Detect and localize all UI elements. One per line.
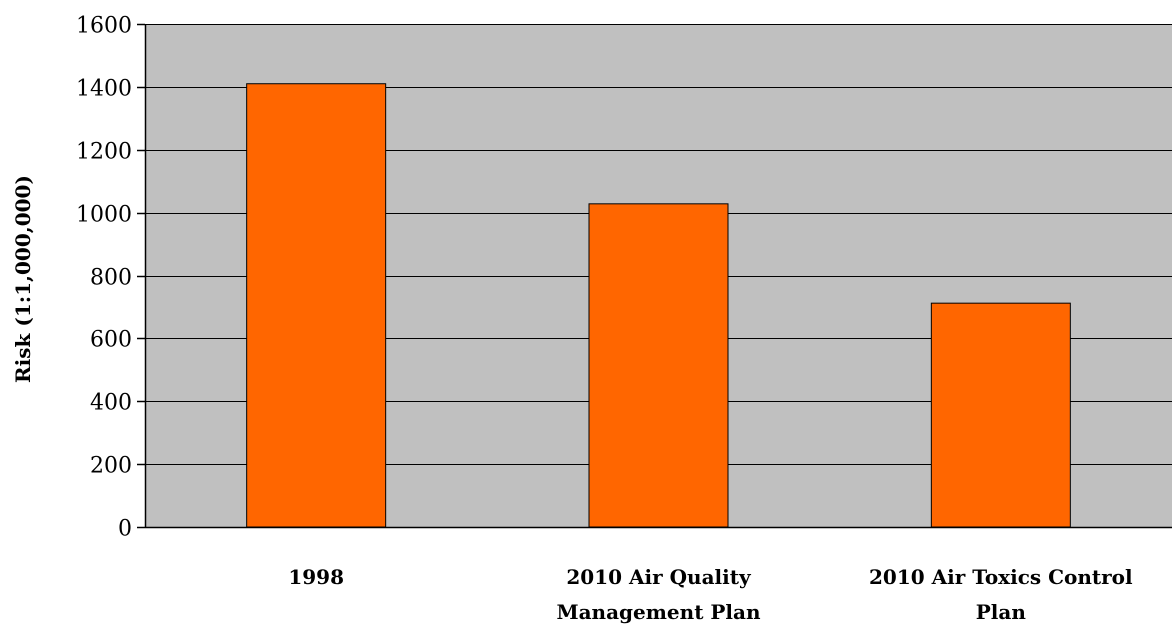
x-category-label: 1998 [288,565,344,589]
x-category-label: 2010 Air Quality Management Plan [556,565,761,624]
axes [144,24,1172,529]
x-category-label-line: Management Plan [556,600,761,624]
y-tick-label: 800 [90,266,132,291]
y-tick-label: 1600 [76,14,132,39]
x-category-labels: 1998 2010 Air Quality Management Plan2010 … [288,565,1133,624]
x-category-label: 2010 Air Toxics Control Plan [869,565,1133,624]
x-category-label-line: 1998 [288,565,344,589]
y-tick-label: 400 [90,391,132,416]
y-tick-label: 600 [90,328,132,353]
y-tick-label: 1400 [76,77,132,102]
x-category-label-line: Plan [976,600,1027,624]
y-tick-label: 0 [118,517,132,542]
y-tick-labels: 0 200 400 600 800 1000 1200 1400 1600 [76,14,145,542]
y-tick-label: 1000 [76,203,132,228]
x-category-label-line: 2010 Air Toxics Control [869,565,1133,589]
bar [588,203,729,528]
y-axis-label: Risk (1:1,000,000) [11,175,35,383]
bar [246,83,387,528]
y-tick-label: 1200 [76,140,132,165]
x-category-label-line: 2010 Air Quality [566,565,752,589]
y-tick-label: 200 [90,454,132,479]
bars [246,83,1071,528]
bar [930,302,1071,528]
